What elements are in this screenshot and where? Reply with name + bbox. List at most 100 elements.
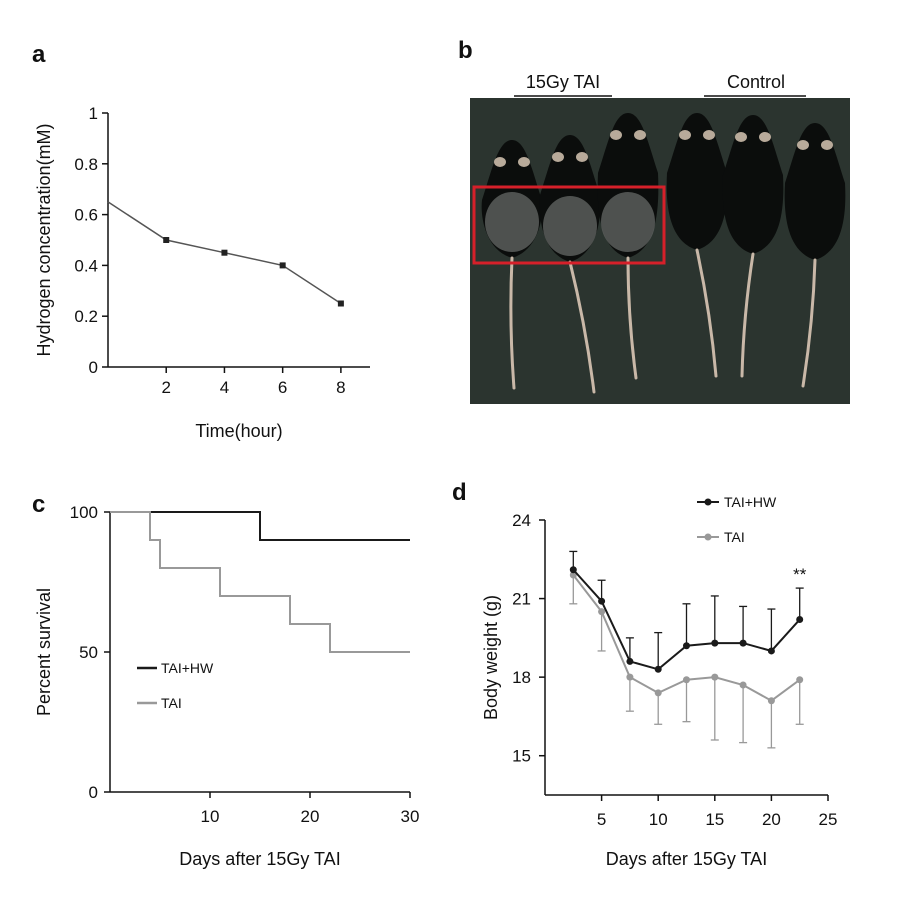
hydrogen-data-point xyxy=(279,262,286,269)
x-tick-label: 4 xyxy=(220,378,229,397)
mouse-tail xyxy=(740,252,755,378)
x-tick-label: 15 xyxy=(705,810,724,829)
y-axis-label: Hydrogen concentration(mM) xyxy=(34,123,54,356)
mouse-tail xyxy=(568,260,596,394)
mouse-body xyxy=(784,123,846,260)
chart-percent-survival: 0 50 100 10 20 30 Days after 15Gy TAI Percent s… xyxy=(34,503,419,869)
weight-data-point xyxy=(767,697,775,705)
x-tick-label: 20 xyxy=(301,807,320,826)
y-tick-label: 0.8 xyxy=(74,155,98,174)
y-tick-label: 0 xyxy=(89,783,98,802)
panel-letter-c: c xyxy=(32,491,45,518)
y-tick-label: 0.6 xyxy=(74,206,98,225)
mice-group xyxy=(481,113,846,394)
x-tick-label: 2 xyxy=(161,378,170,397)
y-axis-label: Percent survival xyxy=(34,588,54,716)
weight-data-point xyxy=(796,616,804,624)
x-axis-label: Days after 15Gy TAI xyxy=(179,849,340,869)
mouse-ear xyxy=(797,140,809,150)
mouse-ear xyxy=(518,157,530,167)
mouse-ear xyxy=(679,130,691,140)
weight-data-point xyxy=(569,571,577,579)
y-tick-label: 15 xyxy=(512,747,531,766)
weight-data-point xyxy=(683,642,690,650)
y-tick-label: 100 xyxy=(70,503,98,522)
hydrogen-data-point xyxy=(163,237,170,243)
mouse-ear xyxy=(576,152,588,162)
weight-data-point xyxy=(796,676,804,684)
weight-data-point xyxy=(683,676,690,684)
mouse-tail xyxy=(801,258,817,388)
hydrogen-data-point xyxy=(221,249,228,256)
x-tick-label: 25 xyxy=(819,810,838,829)
irradiated-fur-patch xyxy=(485,192,539,252)
x-tick-label: 5 xyxy=(597,810,606,829)
mouse-ear xyxy=(552,152,564,162)
panel-letter-b: b xyxy=(458,37,473,64)
irradiated-fur-patch xyxy=(601,192,655,252)
legend-label: TAI xyxy=(724,529,745,545)
panel-letter-d: d xyxy=(452,479,467,506)
weight-data-point xyxy=(598,608,606,616)
y-axis-label: Body weight (g) xyxy=(481,595,501,720)
weight-data-point xyxy=(569,566,577,574)
legend-label: TAI+HW xyxy=(161,660,214,676)
legend-label: TAI+HW xyxy=(724,494,777,510)
mouse-tail xyxy=(626,256,638,380)
weight-data-point xyxy=(654,689,662,697)
x-tick-label: 30 xyxy=(401,807,420,826)
y-tick-label: 18 xyxy=(512,668,531,687)
y-tick-label: 0.2 xyxy=(74,307,98,326)
mouse-ear xyxy=(634,130,646,140)
mouse-tail xyxy=(695,248,718,378)
y-tick-label: 21 xyxy=(512,590,531,609)
y-tick-label: 50 xyxy=(79,643,98,662)
x-tick-label: 6 xyxy=(278,378,287,397)
survival-line-tai-hw xyxy=(110,511,410,541)
photo-background xyxy=(470,98,850,404)
survival-line-tai xyxy=(110,511,410,653)
group-label-15gy-tai: 15Gy TAI xyxy=(526,72,600,92)
chart-hydrogen-concentration: 0 0.2 0.4 0.6 0.8 1 2 4 6 8 Time(hour) Hydrogen con… xyxy=(34,104,370,441)
mouse-ear xyxy=(735,132,747,142)
weight-data-point xyxy=(626,657,634,665)
mouse-ear xyxy=(703,130,715,140)
legend-marker xyxy=(704,533,712,541)
x-tick-label: 8 xyxy=(336,378,345,397)
mouse-body xyxy=(722,115,784,254)
group-label-control: Control xyxy=(727,72,785,92)
x-tick-label: 10 xyxy=(649,810,668,829)
mouse-ear xyxy=(821,140,833,150)
x-axis-label: Time(hour) xyxy=(195,421,282,441)
weight-data-point xyxy=(598,597,606,605)
x-axis-label: Days after 15Gy TAI xyxy=(606,849,767,869)
weight-data-point xyxy=(739,639,747,647)
chart-body-weight: 15 18 21 24 5 10 15 20 25 Days after 15Gy TAI Body… xyxy=(481,494,837,869)
irradiated-region-highlight xyxy=(472,185,666,265)
legend-label: TAI xyxy=(161,695,182,711)
mouse-tail xyxy=(509,256,516,390)
significance-annotation: ** xyxy=(793,565,807,584)
legend-marker xyxy=(704,498,712,506)
weight-data-point xyxy=(626,673,634,681)
mouse-body xyxy=(666,113,728,250)
mouse-ear xyxy=(610,130,622,140)
weight-data-point xyxy=(711,639,719,647)
mice-photo: 15Gy TAI Control xyxy=(470,72,850,404)
weight-data-point xyxy=(654,665,662,673)
y-tick-label: 0.4 xyxy=(74,256,98,275)
irradiated-fur-patch xyxy=(543,196,597,256)
y-tick-label: 0 xyxy=(89,358,98,377)
weight-data-point xyxy=(739,681,747,689)
mouse-ear xyxy=(759,132,771,142)
y-tick-label: 1 xyxy=(89,104,98,123)
weight-data-point xyxy=(711,673,719,681)
x-tick-label: 10 xyxy=(201,807,220,826)
hydrogen-data-point xyxy=(337,300,344,307)
y-tick-label: 24 xyxy=(512,511,531,530)
weight-data-point xyxy=(767,647,775,655)
panel-letter-a: a xyxy=(32,41,46,68)
x-tick-label: 20 xyxy=(762,810,781,829)
mouse-ear xyxy=(494,157,506,167)
